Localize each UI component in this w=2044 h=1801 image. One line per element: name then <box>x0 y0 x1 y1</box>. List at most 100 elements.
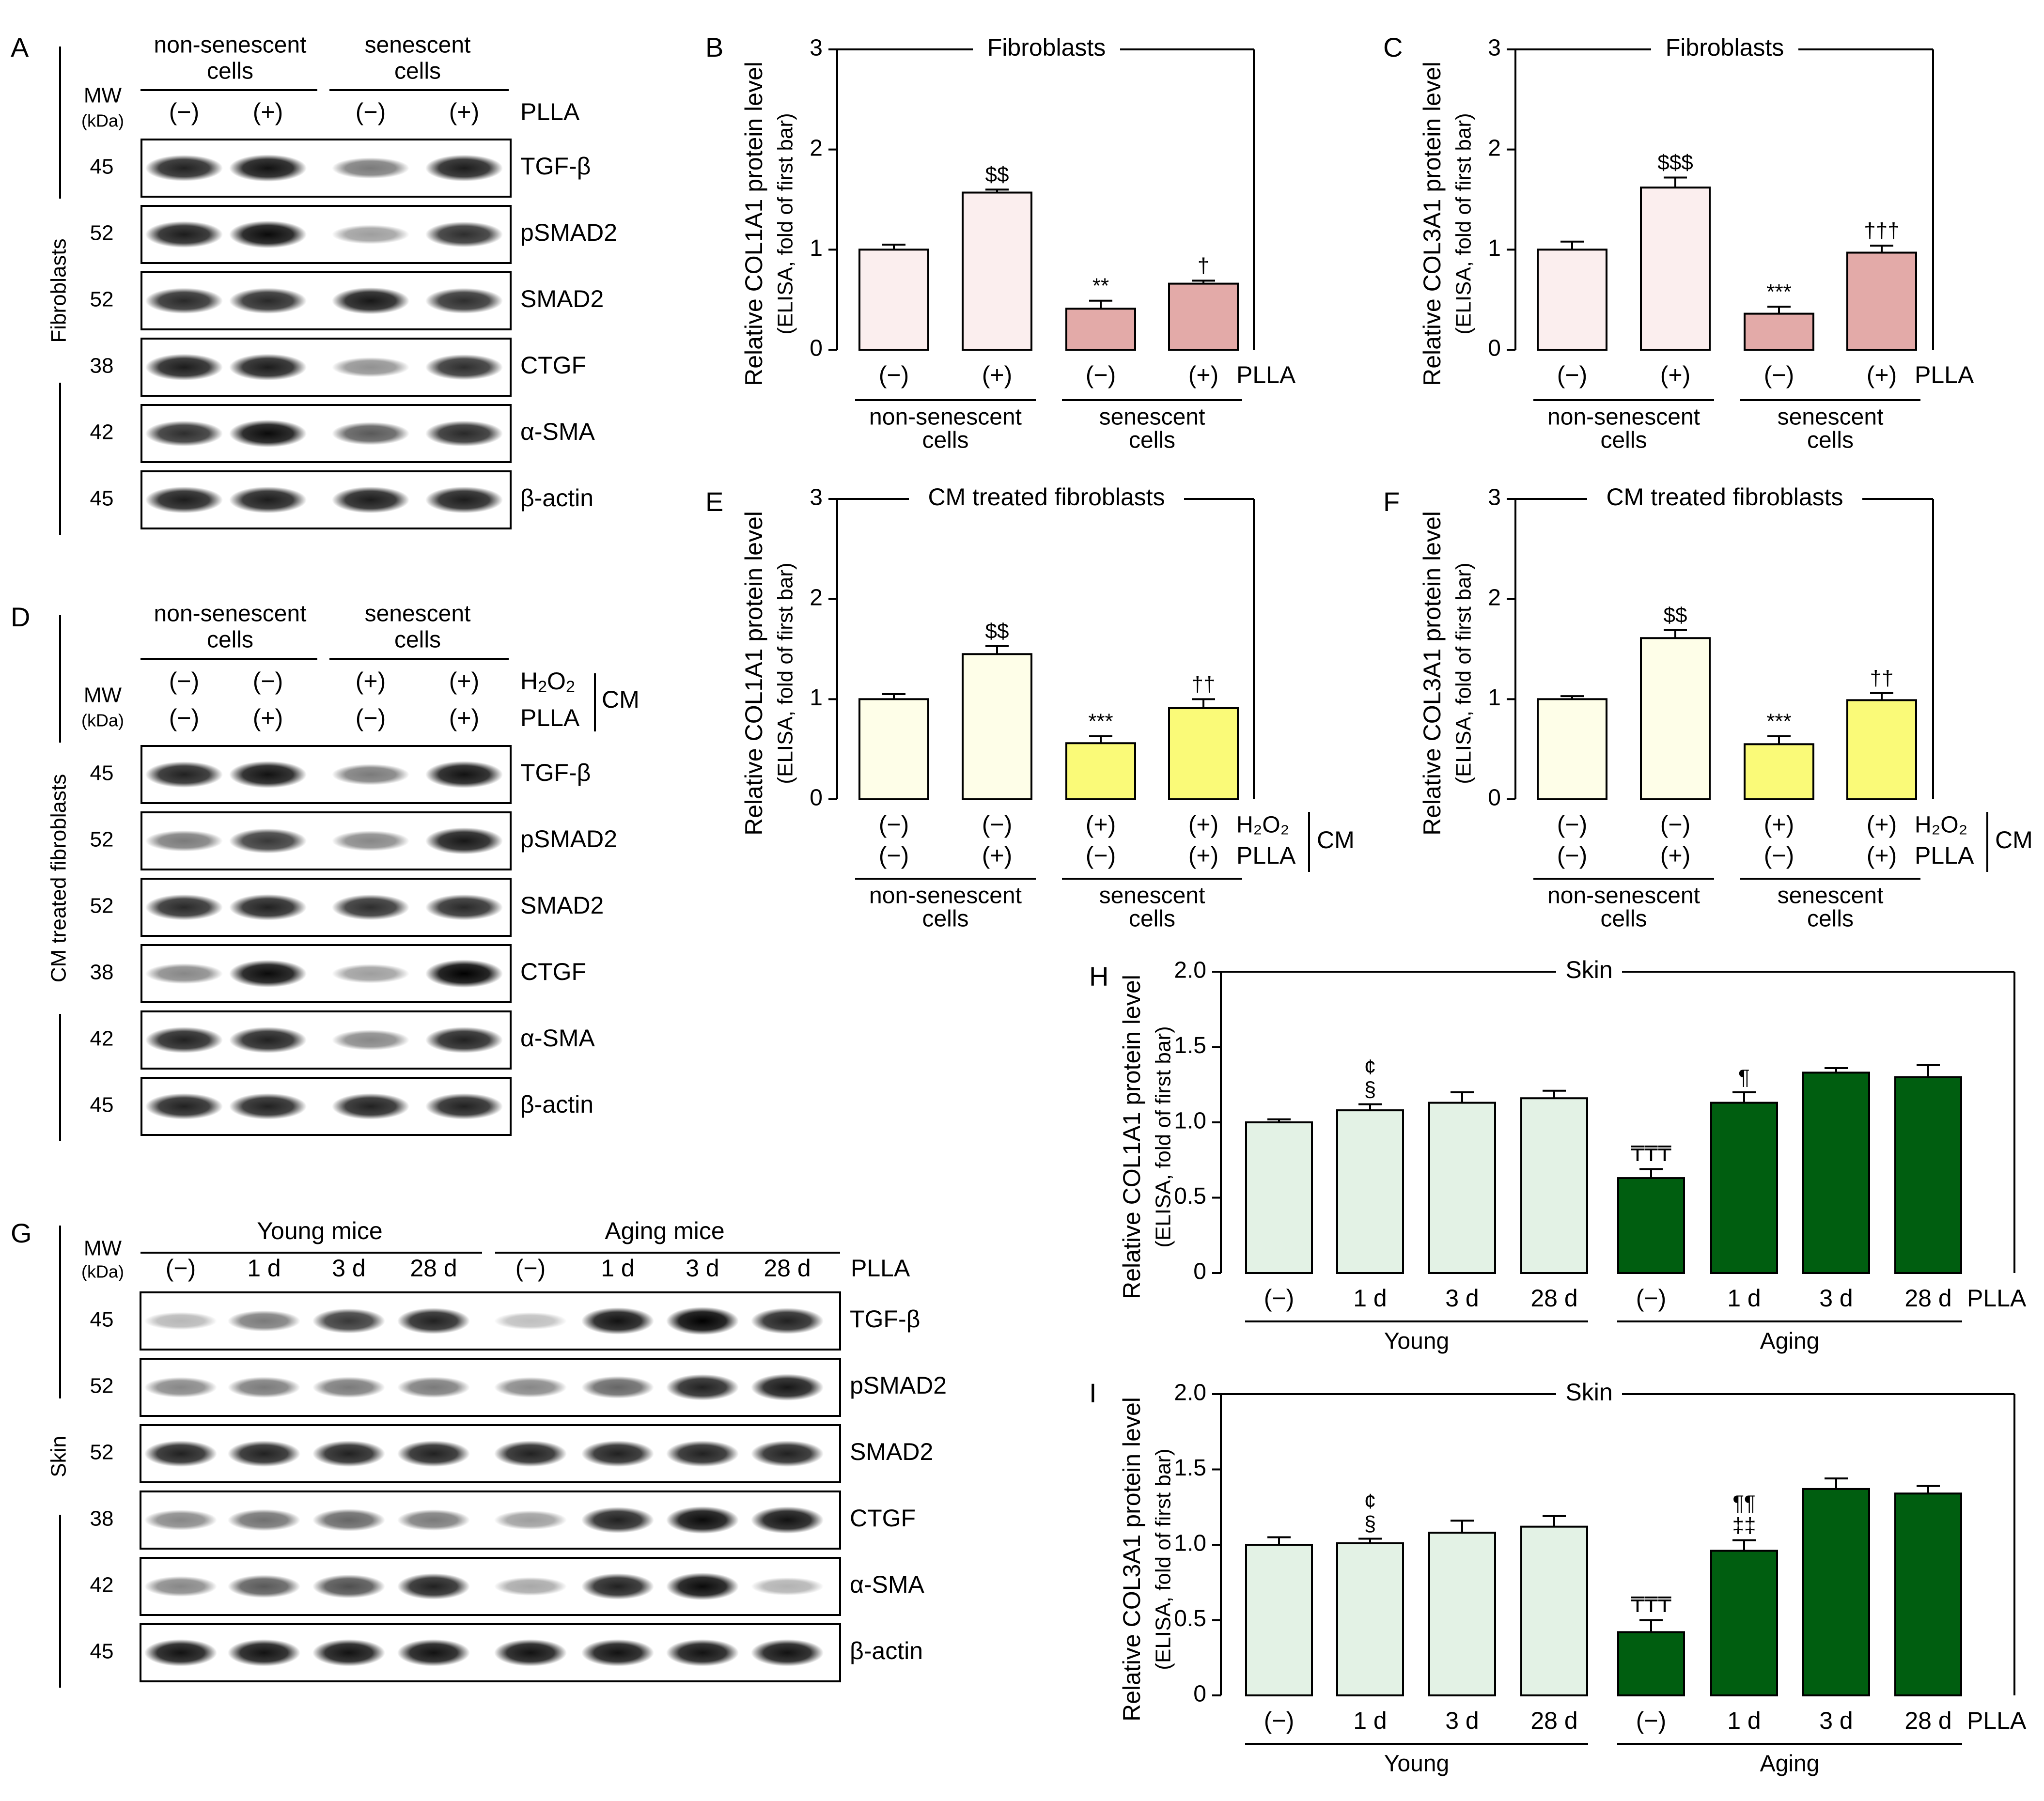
significance-label: ₸₸₸ <box>1631 1142 1671 1166</box>
bar <box>1428 1532 1496 1697</box>
bar <box>1744 743 1814 801</box>
blot-band <box>751 1639 824 1666</box>
blot-band <box>145 1026 223 1054</box>
y-tick-label: 2 <box>810 135 823 161</box>
blot-band <box>229 288 307 314</box>
group-label: cells <box>1807 428 1854 453</box>
panel-letter-A: A <box>11 32 29 62</box>
mw-value: 45 <box>90 155 114 179</box>
treatment-label: (+) <box>253 98 283 125</box>
chart-title: CM treated fibroblasts <box>928 483 1165 511</box>
blot-row: 38 CTGF <box>90 1490 916 1550</box>
h2o2-label: H₂O₂ <box>1236 812 1289 838</box>
blot-band <box>312 1574 385 1599</box>
chart-H: Skin 0 0.5 1.0 1.5 2.0 Relative COL1A1 protein… <box>1118 956 2027 1354</box>
y-tick-label: 3 <box>810 35 823 61</box>
plla-treatment: (+) <box>449 704 480 731</box>
chart-E: CM treated fibroblasts 0 1 2 3 Relative COL1A… <box>740 483 1355 932</box>
blot-panel-G: 45 TGF-β 52 pSMAD2 52 SMAD2 38 CTGF 42 α-SMA 45 β-a… <box>47 1226 947 1688</box>
panel-letter-I: I <box>1089 1378 1097 1408</box>
significance-label: ¶¶ <box>1732 1491 1755 1515</box>
category-label: (+) <box>1867 842 1897 869</box>
y-tick-label: 0.5 <box>1174 1606 1206 1631</box>
category-label: (+) <box>1867 361 1897 388</box>
blot-band <box>229 155 307 182</box>
blot-row: 42 α-SMA <box>90 404 595 463</box>
significance-label: ††† <box>1864 219 1899 243</box>
group-label: non-senescent <box>869 404 1022 430</box>
h2o2-treatment: (+) <box>449 668 480 695</box>
category-label: 28 d <box>1904 1285 1951 1312</box>
blot-band <box>312 1308 385 1334</box>
protein-label: TGF-β <box>850 1305 920 1333</box>
bar <box>1846 699 1917 801</box>
significance-label: ₸₸₸ <box>1631 1593 1671 1617</box>
panel-A-header: non-senescentcellssenescentcellsMW(kDa)(… <box>81 32 580 131</box>
category-label: (+) <box>1660 361 1691 388</box>
blot-band <box>332 1093 409 1120</box>
blot-band <box>229 354 307 381</box>
y-axis-label: Relative COL1A1 protein level <box>740 62 767 386</box>
blot-band <box>229 1093 307 1120</box>
category-label: 1 d <box>1727 1707 1761 1734</box>
category-label: (−) <box>1636 1285 1667 1312</box>
blot-band <box>312 1440 385 1467</box>
category-label: (−) <box>879 842 909 869</box>
significance-label: $$ <box>985 619 1009 643</box>
category-label: (−) <box>1086 842 1116 869</box>
blot-row: 38 CTGF <box>90 338 586 397</box>
plla-treatment: (+) <box>253 704 283 731</box>
plla-label: PLLA <box>1915 361 1974 388</box>
blot-band <box>145 894 223 920</box>
y-tick-label: 2 <box>1488 135 1501 161</box>
y-axis-label: (ELISA, fold of first bar) <box>1452 562 1476 784</box>
bar <box>1744 312 1814 351</box>
blot-band <box>581 1307 654 1335</box>
blot-band <box>145 830 223 852</box>
y-tick-label: 3 <box>1488 485 1501 511</box>
treatment-label: 3 d <box>332 1255 366 1282</box>
group-label: senescent <box>365 32 471 58</box>
category-label: 1 d <box>1727 1285 1761 1312</box>
bar <box>1640 186 1711 351</box>
blot-band <box>144 1639 217 1666</box>
category-label: 28 d <box>1904 1707 1951 1734</box>
h2o2-part: H <box>520 668 538 695</box>
group-label: non-senescent <box>869 883 1022 909</box>
blot-panel-D: 45 TGF-β 52 pSMAD2 52 SMAD2 38 CTGF 42 α-SMA 45 β-a… <box>47 615 617 1141</box>
blot-band <box>666 1639 739 1666</box>
group-label: non-senescent <box>1547 404 1700 430</box>
y-tick-label: 1 <box>810 685 823 711</box>
protein-label: TGF-β <box>520 153 591 180</box>
bar <box>1537 248 1607 351</box>
blot-band <box>332 1029 409 1051</box>
blot-band <box>145 155 223 182</box>
protein-label: CTGF <box>850 1505 916 1532</box>
mw-value: 45 <box>90 761 114 785</box>
y-tick-label: 1.0 <box>1174 1531 1206 1556</box>
bar <box>1065 308 1136 351</box>
blot-band <box>332 157 409 179</box>
blot-band <box>145 221 223 248</box>
plla-label: PLLA <box>1236 361 1296 388</box>
category-label: (−) <box>1264 1707 1295 1734</box>
blot-band <box>751 1440 824 1467</box>
panel-G-header: Young mice Aging mice MW(kDa) (−) 1 d 3 d 28 d… <box>81 1217 910 1282</box>
blot-band <box>144 1576 217 1597</box>
category-label: (−) <box>1264 1285 1295 1312</box>
chart-title: CM treated fibroblasts <box>1606 483 1843 511</box>
cm-label: CM <box>1317 826 1355 854</box>
bar <box>1245 1121 1313 1274</box>
blot-row: 52 pSMAD2 <box>90 811 617 870</box>
plla-label: PLLA <box>520 98 580 125</box>
protein-label: pSMAD2 <box>520 219 617 246</box>
blot-band <box>145 761 223 788</box>
y-tick-label: 1.5 <box>1174 1033 1206 1058</box>
blot-band <box>229 486 307 513</box>
blot-band <box>312 1377 385 1398</box>
treatment-label: 3 d <box>686 1255 719 1282</box>
category-label: (+) <box>1188 842 1219 869</box>
group-label: senescent <box>1778 883 1884 909</box>
category-label: (+) <box>1188 811 1219 838</box>
treatment-label: 1 d <box>247 1255 281 1282</box>
